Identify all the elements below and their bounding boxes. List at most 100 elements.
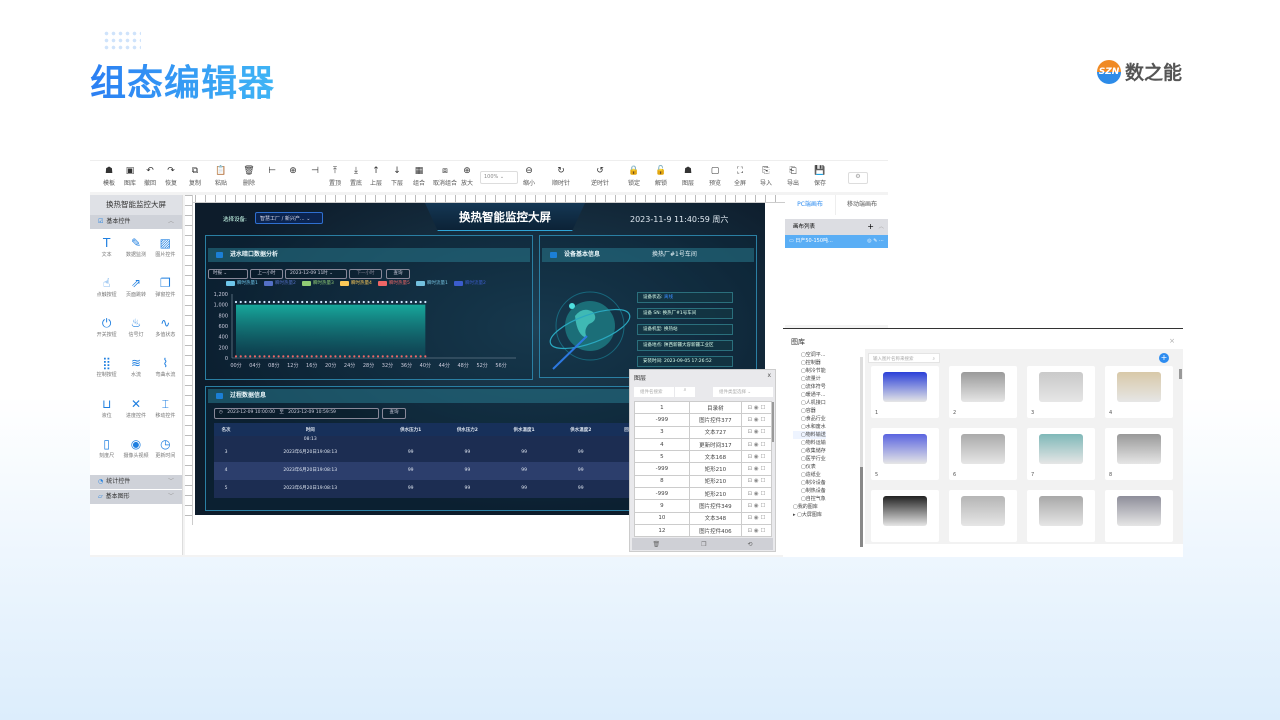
gallery-item[interactable] xyxy=(1027,490,1095,542)
layer-scrollbar[interactable] xyxy=(772,402,774,442)
toolbar-button-ungroup[interactable]: ⧈ 取消组合 xyxy=(430,165,460,187)
layer-row[interactable]: -999 图片控件377 ⊡ ◉ ☐ xyxy=(634,413,772,427)
add-canvas-icon[interactable]: + xyxy=(867,222,874,231)
column-header[interactable]: 供水压力1 xyxy=(382,423,440,436)
gallery-search-input[interactable]: 输入图片名称来搜索 ⌕ xyxy=(868,353,940,363)
widget-移动控件[interactable]: ⌶ 移动控件 xyxy=(151,396,180,429)
eye-icon[interactable]: ◉ xyxy=(753,429,761,436)
widget-数据监测[interactable]: ✎ 数据监测 xyxy=(121,235,150,268)
widget-图片控件[interactable]: ▨ 图片控件 xyxy=(151,235,180,268)
column-header[interactable]: 时间 xyxy=(238,423,383,436)
gallery-item[interactable]: 8 xyxy=(1105,428,1173,480)
eye-icon[interactable]: ◉ xyxy=(753,466,761,473)
legend-item[interactable]: 瞬时热量2 xyxy=(264,280,296,286)
gallery-item[interactable]: 1 xyxy=(871,366,939,418)
close-icon[interactable]: × xyxy=(1169,337,1175,345)
checkbox-icon[interactable]: ☐ xyxy=(760,416,766,423)
widget-信号灯[interactable]: ♨ 信号灯 xyxy=(121,315,150,348)
toolbar-button-send-bottom[interactable]: ⤓ 置底 xyxy=(341,165,371,187)
add-image-button[interactable]: + xyxy=(1159,353,1169,363)
layer-row[interactable]: 5 文本168 ⊡ ◉ ☐ xyxy=(634,450,772,464)
prev-hour-button[interactable]: 上一小时 xyxy=(250,269,283,279)
legend-item[interactable]: 瞬时热量5 xyxy=(378,280,410,286)
toolbar-button-template[interactable]: ☗ 模板 xyxy=(94,165,124,187)
column-header[interactable]: 供水压力2 xyxy=(439,423,496,436)
toolbar-button-undo[interactable]: ↶ 撤回 xyxy=(135,165,165,187)
lock-icon[interactable]: ⊡ xyxy=(747,404,754,411)
tree-item[interactable]: ▢制冷设备 xyxy=(801,480,826,486)
lock-icon[interactable]: ⊡ xyxy=(747,466,754,473)
search-icon[interactable]: ⌕ xyxy=(675,387,695,397)
tree-item[interactable]: ▢物料运输 xyxy=(801,440,826,446)
layer-row[interactable]: 1 目录树 ⊡ ◉ ☐ xyxy=(634,400,772,415)
tree-scrollbar[interactable] xyxy=(860,357,863,547)
lock-icon[interactable]: ⊡ xyxy=(747,490,754,497)
layer-row[interactable]: 9 图片控件349 ⊡ ◉ ☐ xyxy=(634,499,772,513)
lock-icon[interactable]: ⊡ xyxy=(747,416,754,423)
legend-item[interactable]: 瞬时热量4 xyxy=(340,280,372,286)
toolbar-button-redo[interactable]: ↷ 恢复 xyxy=(156,165,186,187)
toolbar-button-zoom-in[interactable]: ⊕ 放大 xyxy=(452,165,482,187)
chevron-up-icon[interactable]: ︿ xyxy=(878,224,884,230)
toolbar-button-export[interactable]: ⎗ 导出 xyxy=(778,165,808,187)
widget-文本[interactable]: T 文本 xyxy=(92,235,121,268)
layer-row[interactable]: 3 文本727 ⊡ ◉ ☐ xyxy=(634,425,772,439)
layer-row[interactable]: -999 矩形210 ⊡ ◉ ☐ xyxy=(634,462,772,476)
tree-item[interactable]: ▢人机接口 xyxy=(801,400,826,406)
toolbar-button-bring-top[interactable]: ⤒ 置顶 xyxy=(320,165,350,187)
checkbox-icon[interactable]: ☐ xyxy=(760,478,766,485)
tree-item[interactable]: ▢制热设备 xyxy=(801,488,826,494)
toolbar-button-fullscreen[interactable]: ⛶ 全屏 xyxy=(725,165,755,187)
column-header[interactable]: 供水温度2 xyxy=(552,423,610,436)
zoom-select[interactable]: 100% ⌄ xyxy=(480,171,518,184)
toolbar-button-align-left[interactable]: ⊢ xyxy=(257,165,287,178)
tree-item[interactable]: ▢物料输送 xyxy=(793,431,826,439)
toolbar-button-layers[interactable]: ☗ 图层 xyxy=(673,165,703,187)
checkbox-icon[interactable]: ☐ xyxy=(760,441,766,448)
canvas-item-actions[interactable]: ◎ ✎ ⋯ xyxy=(867,238,884,244)
toolbar-button-import[interactable]: ⎘ 导入 xyxy=(751,165,781,187)
tree-item[interactable]: ▢仪表 xyxy=(801,464,816,470)
layer-search-input[interactable]: 组件名搜索 xyxy=(634,387,674,397)
tree-item[interactable]: ▢流体符号 xyxy=(801,384,826,390)
gallery-item[interactable] xyxy=(871,490,939,542)
eye-icon[interactable]: ◉ xyxy=(753,453,761,460)
tree-item[interactable]: ▢收集储存 xyxy=(801,448,826,454)
next-hour-button[interactable]: 下一小时 xyxy=(349,269,382,279)
tree-item[interactable]: ▢控制器 xyxy=(801,360,821,366)
widget-多值状态[interactable]: ∿ 多值状态 xyxy=(151,315,180,348)
toolbar-button-trash[interactable]: 🗑 删除 xyxy=(234,165,264,187)
tree-item[interactable]: ▢自控气象 xyxy=(801,496,826,502)
widget-开关按钮[interactable]: ⏻ 开关按钮 xyxy=(92,315,121,348)
legend-item[interactable]: 瞬时热量3 xyxy=(302,280,334,286)
checkbox-icon[interactable]: ☐ xyxy=(760,527,766,534)
lock-icon[interactable]: ⊡ xyxy=(747,527,754,534)
checkbox-icon[interactable]: ☐ xyxy=(760,466,766,473)
checkbox-icon[interactable]: ☐ xyxy=(760,429,766,436)
widget-摄像头视频[interactable]: ◉ 摄像头视频 xyxy=(121,436,150,469)
toolbar-button-layer-down[interactable]: ↓ 下层 xyxy=(382,165,412,187)
widget-进度控件[interactable]: ✕ 进度控件 xyxy=(121,396,150,429)
layer-row[interactable]: 10 文本348 ⊡ ◉ ☐ xyxy=(634,511,772,525)
tree-item[interactable]: ▢医学行业 xyxy=(801,456,826,462)
toolbar-button-gallery[interactable]: ▣ 图库 xyxy=(115,165,145,187)
toolbar-button-preview[interactable]: ▢ 预览 xyxy=(700,165,730,187)
table-query-button[interactable]: 查询 xyxy=(382,408,406,419)
toolbar-button-group[interactable]: ▦ 组合 xyxy=(404,165,434,187)
lock-icon[interactable]: ⊡ xyxy=(747,478,754,485)
checkbox-icon[interactable]: ☐ xyxy=(760,515,766,522)
column-header[interactable]: 名次 xyxy=(214,423,239,436)
toolbar-button-align-center[interactable]: ⊕ xyxy=(278,165,308,178)
gallery-item[interactable]: 4 xyxy=(1105,366,1173,418)
eye-icon[interactable]: ◉ xyxy=(753,478,761,485)
section-basic-controls[interactable]: ☑ 基本控件 ︿ xyxy=(90,215,182,229)
checkbox-icon[interactable]: ☐ xyxy=(760,453,766,460)
legend-item[interactable]: 瞬时热量1 xyxy=(226,280,258,286)
tree-root-item[interactable]: ▢我的图库 xyxy=(793,504,818,510)
layer-row[interactable]: 12 图片控件406 ⊡ ◉ ☐ xyxy=(634,523,772,538)
copy-icon[interactable]: ❐ xyxy=(701,540,707,548)
refresh-icon[interactable]: ⟲ xyxy=(747,540,753,548)
eye-icon[interactable]: ◉ xyxy=(753,527,761,534)
eye-icon[interactable]: ◉ xyxy=(753,490,761,497)
widget-控制按钮[interactable]: ⣿ 控制按钮 xyxy=(92,355,121,388)
